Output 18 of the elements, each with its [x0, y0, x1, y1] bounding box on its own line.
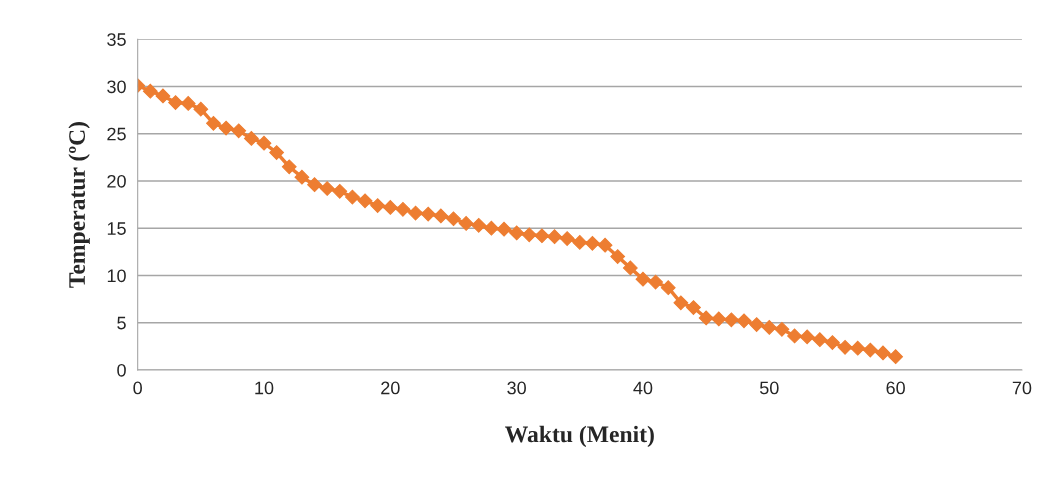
y-tick-label: 30	[107, 80, 126, 94]
x-axis-title: Waktu (Menit)	[505, 425, 654, 448]
x-tick-label: 70	[1012, 381, 1032, 395]
y-tick-label: 10	[107, 269, 126, 283]
y-tick-label: 0	[117, 363, 126, 377]
x-tick-label: 60	[886, 381, 905, 395]
x-tick-label: 10	[255, 381, 274, 395]
x-tick-label: 30	[507, 381, 526, 395]
x-tick-label: 50	[759, 381, 779, 395]
y-tick-label: 35	[107, 33, 126, 46]
y-tick-label: 15	[107, 222, 126, 235]
x-tick-label: 0	[133, 381, 142, 395]
y-tick-label: 25	[107, 127, 126, 141]
x-tick-label: 40	[633, 381, 653, 395]
y-tick-label: 5	[117, 316, 126, 330]
x-tick-label: 20	[381, 381, 400, 395]
y-tick-label: 20	[107, 174, 126, 188]
y-axis-title: Temperatur (ºC)	[68, 122, 90, 288]
